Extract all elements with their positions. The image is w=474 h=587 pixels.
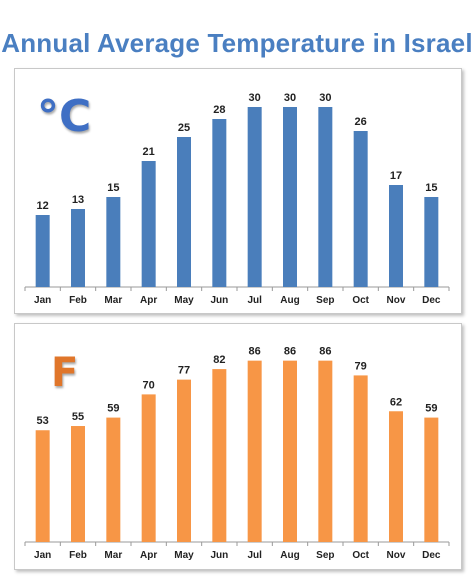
celsius-value-label-mar: 15 bbox=[107, 182, 119, 194]
celsius-bar-may bbox=[177, 137, 191, 287]
fahrenheit-value-label-mar: 59 bbox=[107, 403, 119, 415]
celsius-x-tick-label-feb: Feb bbox=[69, 295, 87, 306]
fahrenheit-bar-jan bbox=[35, 430, 50, 542]
celsius-value-label-apr: 21 bbox=[143, 146, 155, 158]
fahrenheit-value-label-feb: 55 bbox=[72, 411, 84, 423]
celsius-bar-sep bbox=[318, 107, 333, 287]
fahrenheit-x-tick-label-aug: Aug bbox=[280, 550, 299, 561]
celsius-x-tick-label-dec: Dec bbox=[422, 295, 441, 306]
fahrenheit-x-tick-label-feb: Feb bbox=[69, 550, 87, 561]
fahrenheit-bar-sep bbox=[318, 360, 333, 542]
celsius-x-tick-label-mar: Mar bbox=[104, 295, 122, 306]
celsius-bar-nov bbox=[389, 185, 403, 287]
celsius-x-tick-label-jul: Jul bbox=[247, 295, 262, 306]
celsius-bar-jun bbox=[212, 119, 227, 287]
celsius-value-label-oct: 26 bbox=[355, 116, 367, 128]
celsius-x-tick-label-nov: Nov bbox=[387, 295, 406, 306]
fahrenheit-bar-apr bbox=[141, 394, 156, 542]
fahrenheit-bar-aug bbox=[283, 360, 297, 542]
celsius-bar-feb bbox=[71, 209, 85, 287]
celsius-x-tick-label-jan: Jan bbox=[34, 295, 51, 306]
celsius-bar-apr bbox=[141, 161, 156, 287]
celsius-bar-dec bbox=[424, 197, 439, 287]
celsius-bar-chart: 12 Jan 13 Feb 15 Mar 21 Apr 25 May 28 Jun 30 Jul 30 Aug… bbox=[24, 92, 450, 306]
fahrenheit-value-label-dec: 59 bbox=[425, 403, 437, 415]
fahrenheit-unit-label: F bbox=[51, 350, 79, 396]
celsius-x-tick-label-may: May bbox=[174, 295, 194, 306]
fahrenheit-x-tick-label-jun: Jun bbox=[210, 550, 228, 561]
fahrenheit-bar-mar bbox=[106, 417, 121, 542]
fahrenheit-value-label-jul: 86 bbox=[249, 346, 261, 358]
celsius-unit-label: °C bbox=[37, 91, 92, 142]
celsius-value-label-jun: 28 bbox=[213, 104, 225, 116]
fahrenheit-x-tick-label-dec: Dec bbox=[422, 550, 441, 561]
celsius-bar-mar bbox=[106, 197, 121, 287]
fahrenheit-bar-chart: 53 Jan 55 Feb 59 Mar 70 Apr 77 May 82 Jun 86 Jul 86 Aug… bbox=[24, 346, 450, 561]
fahrenheit-x-tick-label-apr: Apr bbox=[140, 550, 157, 561]
celsius-value-label-nov: 17 bbox=[390, 170, 402, 182]
fahrenheit-bar-nov bbox=[389, 411, 403, 542]
celsius-bar-oct bbox=[353, 131, 368, 287]
fahrenheit-value-label-aug: 86 bbox=[284, 346, 296, 358]
fahrenheit-bar-jun bbox=[212, 369, 227, 542]
fahrenheit-bar-feb bbox=[71, 426, 85, 542]
celsius-bar-jul bbox=[247, 107, 262, 287]
celsius-bar-aug bbox=[283, 107, 297, 287]
celsius-value-label-dec: 15 bbox=[425, 182, 437, 194]
fahrenheit-value-label-sep: 86 bbox=[319, 346, 331, 358]
fahrenheit-bar-jul bbox=[247, 360, 262, 542]
fahrenheit-x-tick-label-nov: Nov bbox=[387, 550, 406, 561]
celsius-value-label-jul: 30 bbox=[249, 92, 261, 104]
celsius-value-label-jan: 12 bbox=[37, 200, 49, 212]
celsius-value-label-feb: 13 bbox=[72, 194, 84, 206]
fahrenheit-bar-oct bbox=[353, 375, 368, 542]
celsius-x-tick-label-apr: Apr bbox=[140, 295, 157, 306]
fahrenheit-value-label-may: 77 bbox=[178, 365, 190, 377]
fahrenheit-x-tick-label-may: May bbox=[174, 550, 194, 561]
celsius-chart-panel: °C 12 Jan 13 Feb 15 Mar 21 Apr 25 May 28 Jun 30 Jul 30… bbox=[14, 68, 462, 314]
celsius-value-label-aug: 30 bbox=[284, 92, 296, 104]
celsius-x-tick-label-aug: Aug bbox=[280, 295, 299, 306]
celsius-x-tick-label-jun: Jun bbox=[210, 295, 228, 306]
fahrenheit-chart-panel: F 53 Jan 55 Feb 59 Mar 70 Apr 77 May 82 Jun 86 Jul 86 A… bbox=[14, 323, 462, 570]
fahrenheit-value-label-oct: 79 bbox=[355, 360, 367, 372]
celsius-value-label-sep: 30 bbox=[319, 92, 331, 104]
fahrenheit-x-tick-label-jul: Jul bbox=[247, 550, 262, 561]
chart-title: Annual Average Temperature in Israel bbox=[1, 28, 473, 58]
celsius-x-tick-label-oct: Oct bbox=[352, 295, 369, 306]
fahrenheit-bar-dec bbox=[424, 417, 439, 542]
celsius-x-tick-label-sep: Sep bbox=[316, 295, 334, 306]
fahrenheit-x-tick-label-oct: Oct bbox=[352, 550, 369, 561]
fahrenheit-value-label-jun: 82 bbox=[213, 354, 225, 366]
fahrenheit-value-label-nov: 62 bbox=[390, 396, 402, 408]
fahrenheit-value-label-apr: 70 bbox=[143, 379, 155, 391]
fahrenheit-bar-may bbox=[177, 379, 191, 542]
fahrenheit-x-tick-label-mar: Mar bbox=[104, 550, 122, 561]
fahrenheit-x-tick-label-sep: Sep bbox=[316, 550, 334, 561]
celsius-bar-jan bbox=[35, 215, 50, 287]
fahrenheit-value-label-jan: 53 bbox=[37, 415, 49, 427]
celsius-value-label-may: 25 bbox=[178, 122, 190, 134]
fahrenheit-x-tick-label-jan: Jan bbox=[34, 550, 51, 561]
